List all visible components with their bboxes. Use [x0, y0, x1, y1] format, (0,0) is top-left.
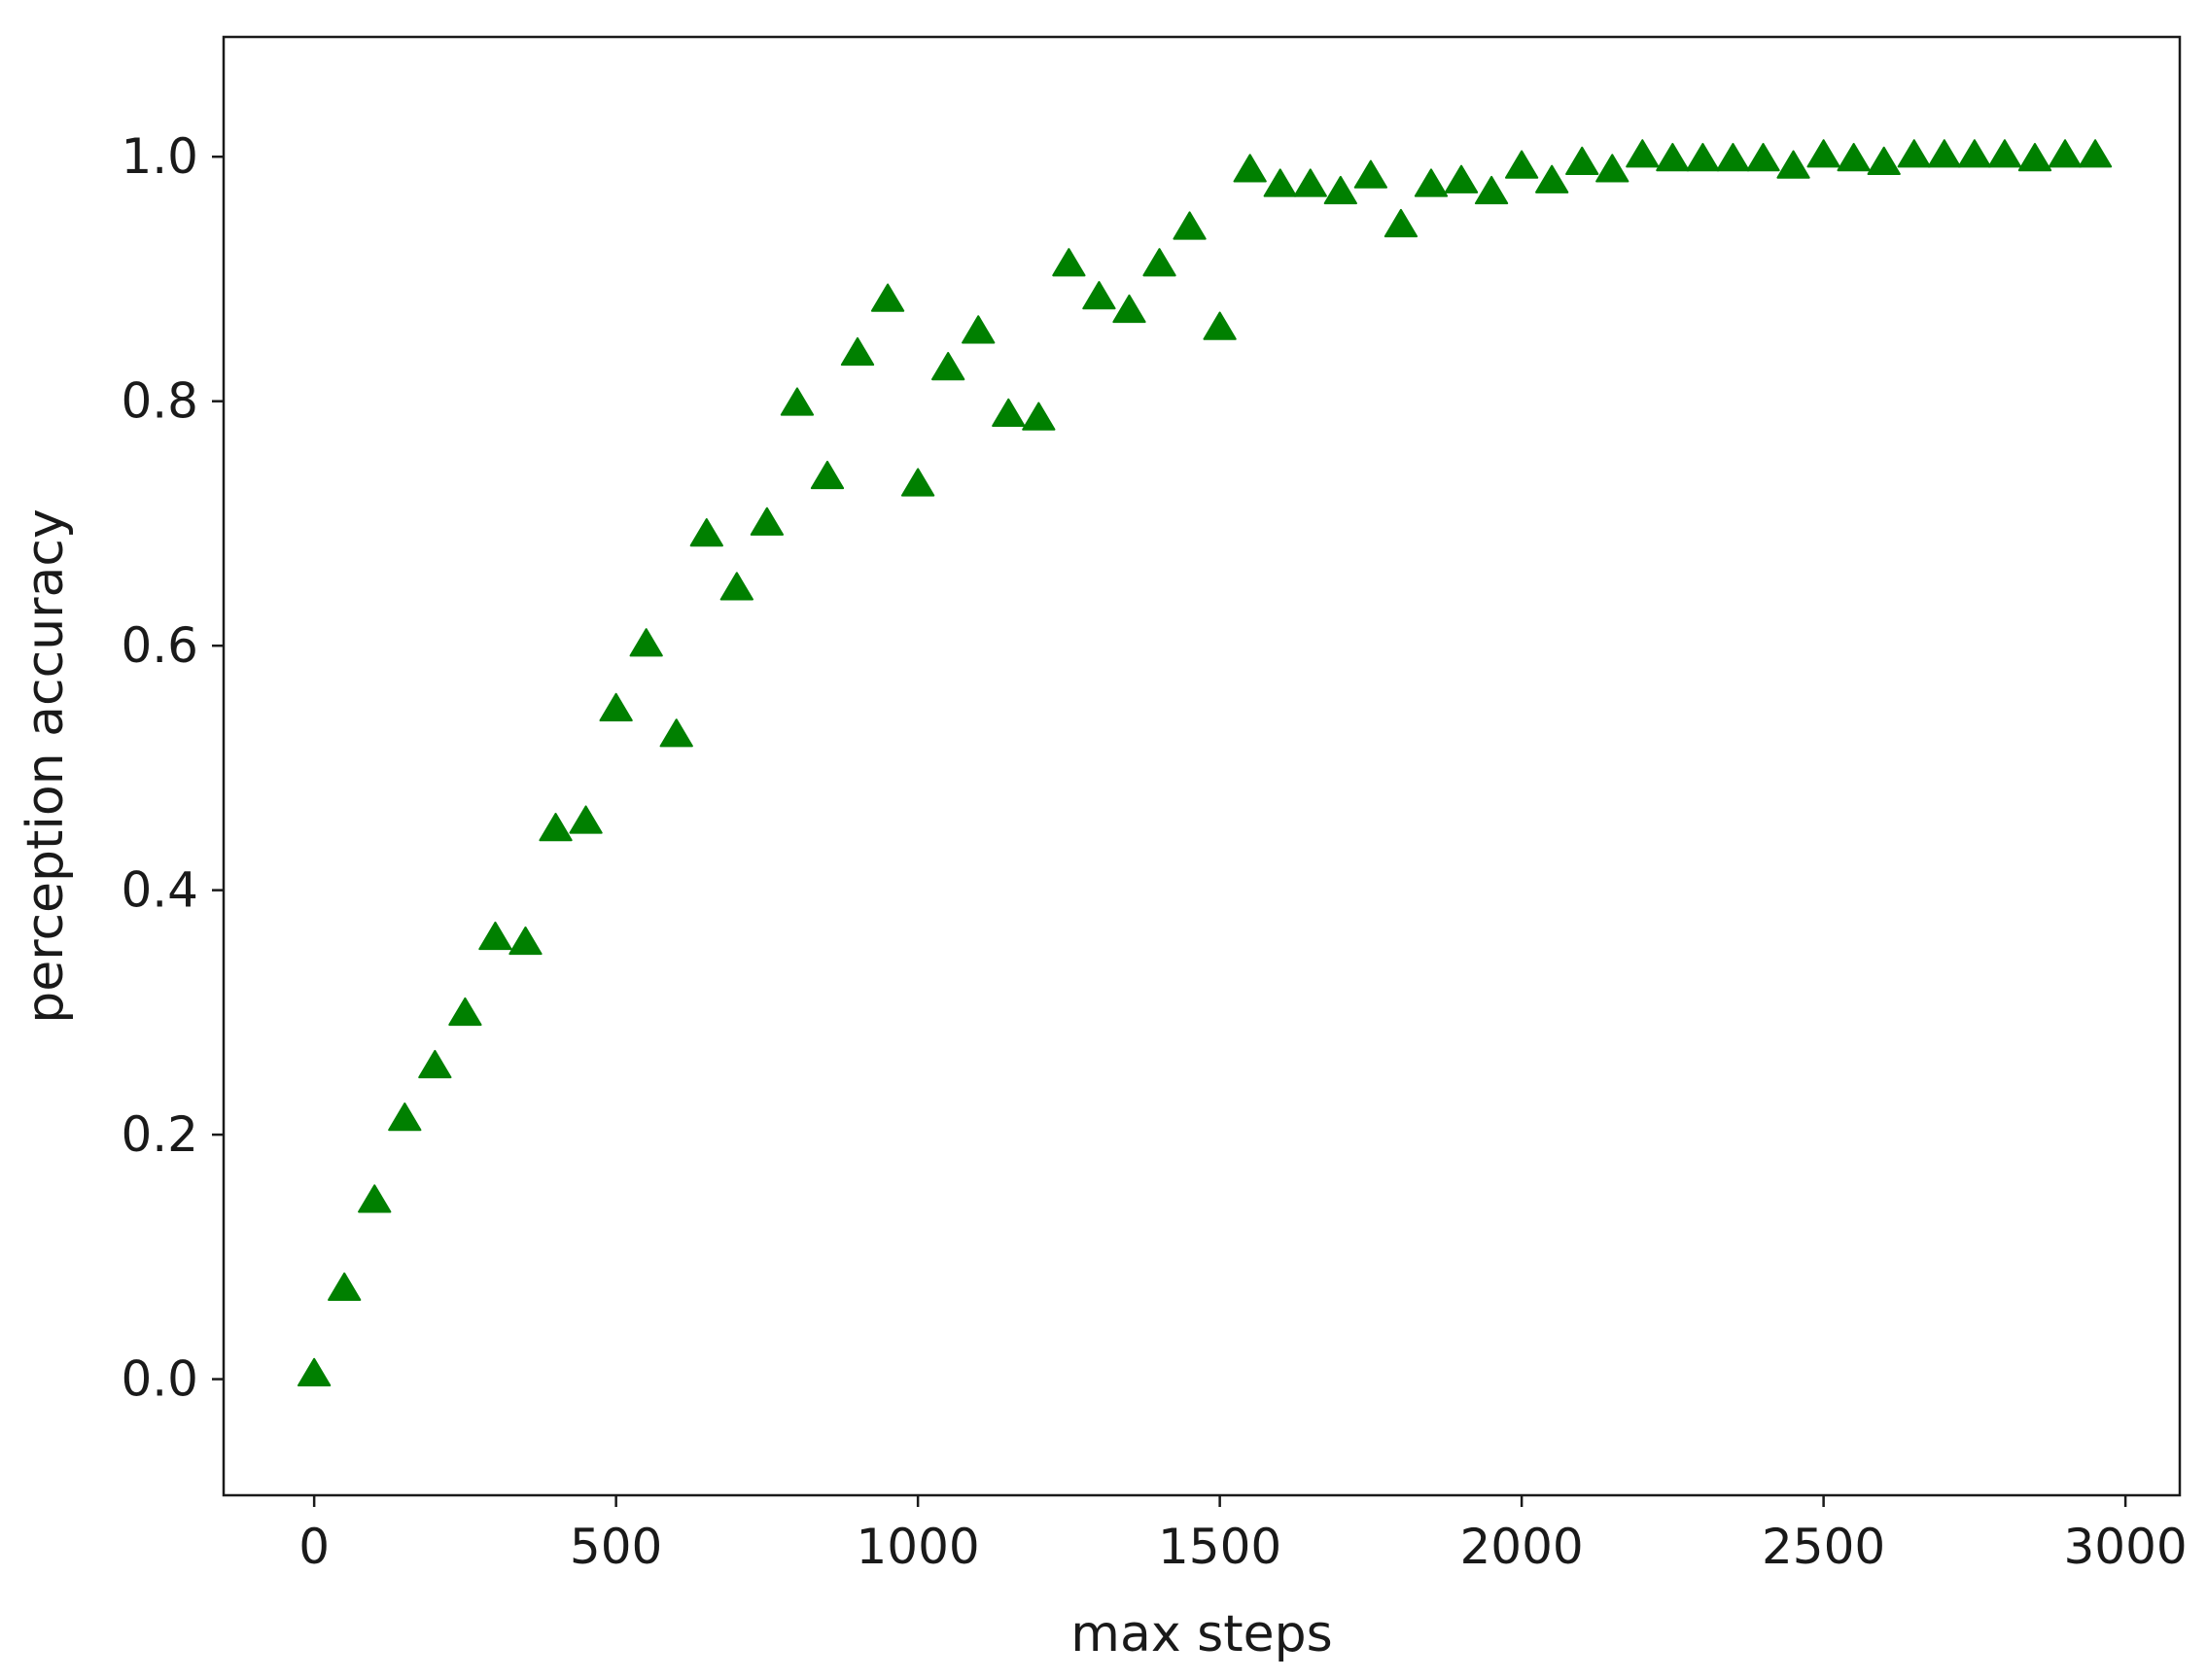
data-point-triangle	[1112, 294, 1146, 324]
y-axis-label: perception accuracy	[17, 508, 75, 1024]
data-point-triangle	[689, 517, 723, 547]
data-point-triangle	[1263, 168, 1297, 197]
data-point-triangle	[1806, 139, 1840, 168]
data-point-triangle	[599, 692, 633, 721]
y-tick-label: 0.0	[121, 1351, 198, 1408]
data-point-triangle	[1957, 139, 1992, 168]
data-point-triangle	[1504, 150, 1539, 179]
data-point-triangle	[569, 805, 603, 834]
data-point-triangle	[750, 507, 785, 536]
data-point-triangle	[840, 336, 875, 367]
y-tick-label: 0.8	[121, 373, 198, 430]
data-point-triangle	[1837, 142, 1871, 172]
data-point-triangle	[1686, 142, 1720, 172]
y-tick-label: 0.6	[121, 617, 198, 674]
data-point-triangle	[539, 813, 573, 842]
data-point-triangle	[1535, 164, 1569, 193]
data-point-triangle	[659, 718, 693, 748]
data-point-triangle	[629, 628, 663, 657]
data-point-triangle	[719, 572, 753, 601]
data-point-triangle	[1565, 146, 1599, 175]
data-point-triangle	[448, 997, 482, 1027]
y-tick-label: 0.4	[121, 862, 198, 919]
x-tick-label: 1000	[857, 1519, 980, 1575]
data-point-triangle	[2017, 142, 2052, 172]
data-point-triangle	[780, 387, 815, 416]
x-axis-ticks: 0 500 1000 1500 2000 2500 3000	[298, 1495, 2188, 1575]
y-tick-label: 0.2	[121, 1106, 198, 1163]
data-point-triangle	[1293, 168, 1327, 197]
data-point-triangle	[1323, 175, 1357, 205]
data-point-triangle	[1716, 142, 1750, 172]
data-point-triangle	[1203, 311, 1237, 340]
data-point-triangle	[2048, 139, 2083, 168]
data-point-triangle	[1082, 281, 1116, 310]
data-point-triangle	[1052, 248, 1086, 277]
data-point-triangle	[1384, 208, 1419, 238]
data-point-triangle	[418, 1049, 452, 1079]
data-point-triangle	[1897, 139, 1931, 168]
data-point-triangle	[1776, 150, 1810, 179]
x-tick-label: 1500	[1158, 1519, 1281, 1575]
data-point-triangle	[1353, 159, 1388, 189]
data-point-triangle	[1927, 139, 1961, 168]
data-point-triangle	[1233, 154, 1267, 183]
data-point-triangle	[388, 1102, 422, 1132]
x-tick-label: 2000	[1459, 1519, 1583, 1575]
y-tick-label: 1.0	[121, 128, 198, 185]
data-point-triangle	[931, 351, 965, 381]
data-point-triangle	[810, 460, 845, 490]
data-point-triangle	[962, 315, 996, 344]
x-tick-label: 2500	[1762, 1519, 1885, 1575]
data-point-triangle	[478, 921, 512, 951]
data-point-triangle	[358, 1184, 392, 1213]
data-point-triangle	[1022, 402, 1056, 431]
data-point-triangle	[1746, 142, 1780, 172]
data-point-triangle	[1867, 146, 1901, 175]
data-point-triangle	[900, 468, 935, 497]
data-point-triangle	[870, 283, 905, 312]
y-axis-ticks: 0.0 0.2 0.4 0.6 0.8 1.0	[121, 128, 224, 1408]
data-point-triangle	[297, 1357, 332, 1386]
data-point-triangle	[1142, 248, 1176, 277]
data-point-triangle	[1173, 211, 1207, 240]
data-point-triangle	[508, 926, 543, 956]
x-axis-label: max steps	[1070, 1605, 1332, 1663]
data-point-triangle	[1444, 164, 1479, 193]
plot-area	[222, 35, 2182, 1497]
data-point-triangle	[2078, 139, 2113, 168]
x-tick-label: 3000	[2063, 1519, 2187, 1575]
data-point-triangle	[1987, 139, 2022, 168]
data-point-triangle	[992, 398, 1026, 427]
data-point-triangle	[1626, 139, 1660, 168]
data-point-triangle	[1656, 142, 1690, 172]
data-points	[297, 139, 2113, 1386]
x-tick-label: 500	[570, 1519, 662, 1575]
x-tick-label: 0	[298, 1519, 330, 1575]
data-point-triangle	[1474, 175, 1509, 205]
data-point-triangle	[1414, 168, 1449, 197]
data-point-triangle	[1595, 154, 1629, 183]
data-point-triangle	[328, 1272, 362, 1301]
